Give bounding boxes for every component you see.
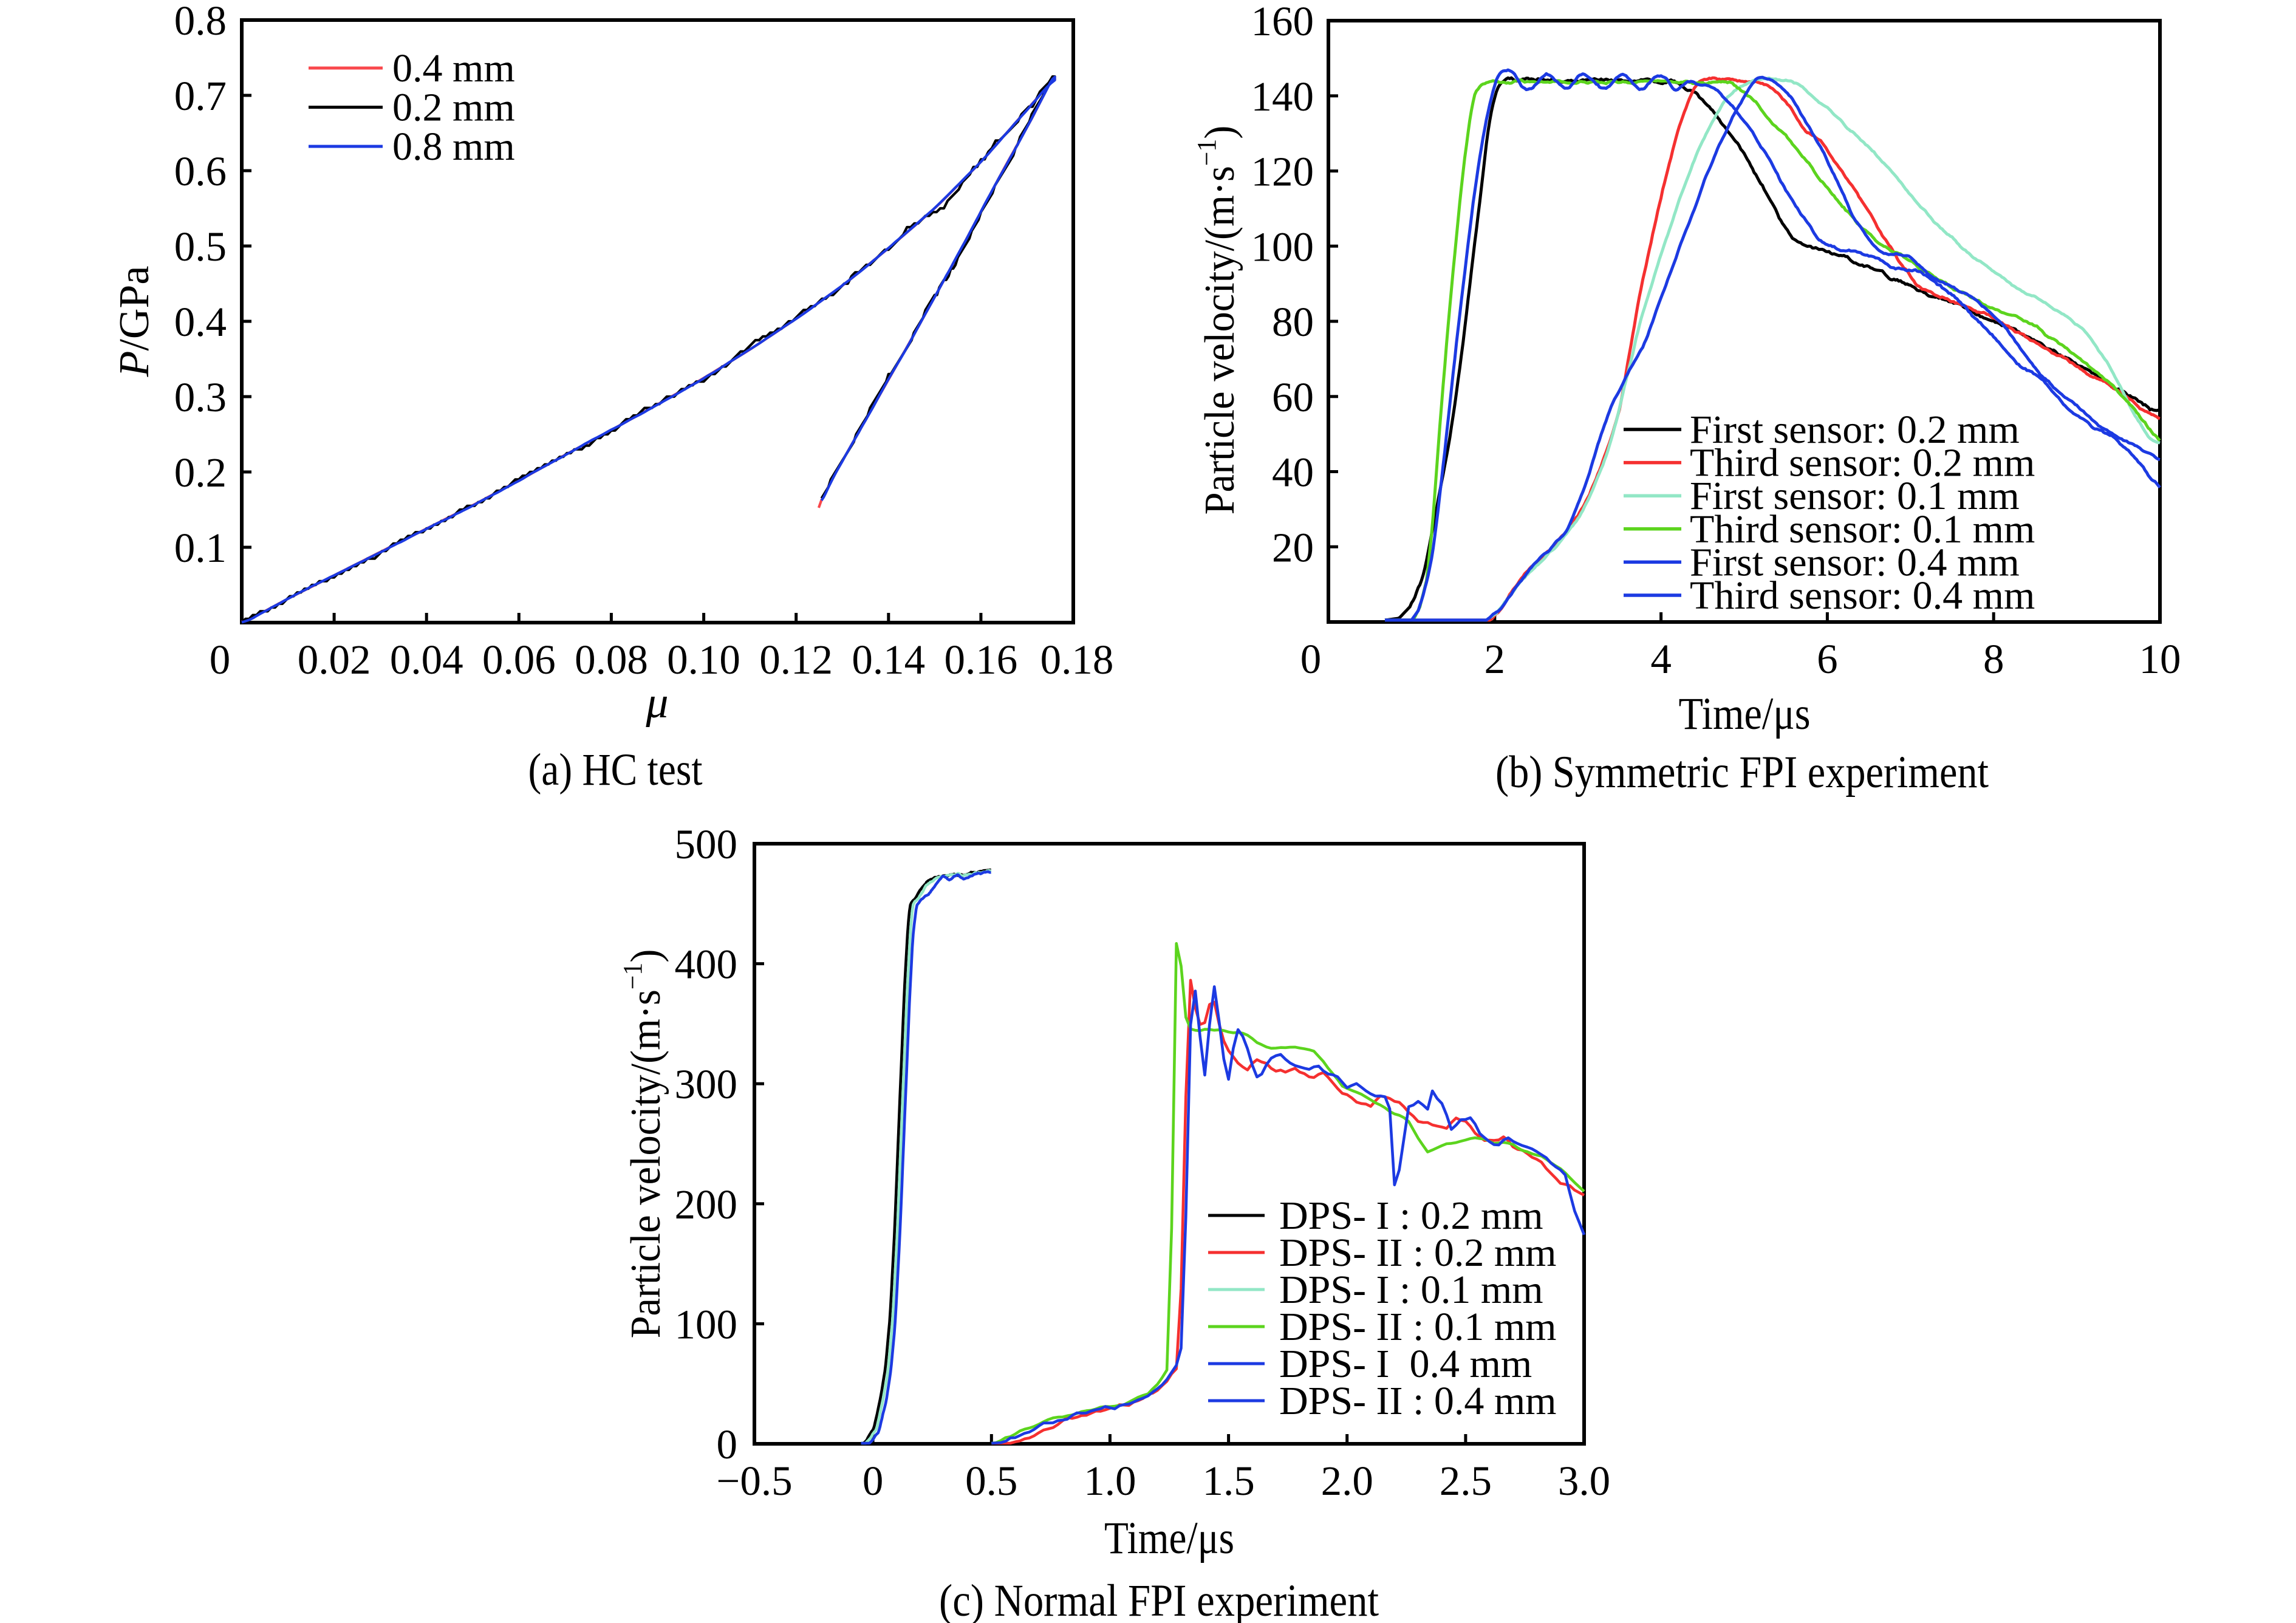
svg-text:100: 100 xyxy=(1251,224,1314,270)
svg-text:0.06: 0.06 xyxy=(482,637,556,683)
svg-text:0.10: 0.10 xyxy=(667,637,740,683)
svg-text:Particle velocity/(m·s−1): Particle velocity/(m·s−1) xyxy=(1192,126,1243,515)
svg-text:0: 0 xyxy=(717,1421,738,1468)
svg-text:140: 140 xyxy=(1251,73,1314,120)
svg-text:0.5: 0.5 xyxy=(965,1458,1017,1504)
svg-text:80: 80 xyxy=(1272,299,1314,345)
svg-text:1.0: 1.0 xyxy=(1084,1458,1136,1504)
svg-text:500: 500 xyxy=(675,821,738,867)
svg-text:1.5: 1.5 xyxy=(1202,1458,1254,1504)
svg-text:DPS- II : 0.4 mm: DPS- II : 0.4 mm xyxy=(1279,1379,1557,1423)
svg-text:300: 300 xyxy=(675,1061,738,1107)
svg-text:μ: μ xyxy=(645,678,668,728)
svg-text:DPS- I : 0.1 mm: DPS- I : 0.1 mm xyxy=(1279,1268,1543,1312)
svg-text:DPS- II : 0.1 mm: DPS- II : 0.1 mm xyxy=(1279,1305,1557,1349)
svg-text:100: 100 xyxy=(675,1301,738,1347)
svg-text:0.5: 0.5 xyxy=(174,224,227,270)
svg-text:0.3: 0.3 xyxy=(174,374,227,420)
svg-text:0.08: 0.08 xyxy=(575,637,648,683)
svg-text:0.14: 0.14 xyxy=(852,637,925,683)
svg-text:2.5: 2.5 xyxy=(1440,1458,1492,1504)
svg-text:0.4 mm: 0.4 mm xyxy=(392,46,515,91)
svg-text:Third sensor: 0.2 mm: Third sensor: 0.2 mm xyxy=(1690,441,2035,485)
svg-text:Third sensor: 0.1 mm: Third sensor: 0.1 mm xyxy=(1690,507,2035,552)
svg-text:P/GPa: P/GPa xyxy=(111,266,158,378)
svg-text:First sensor: 0.2 mm: First sensor: 0.2 mm xyxy=(1690,408,2020,452)
svg-text:2: 2 xyxy=(1485,636,1506,682)
svg-text:0: 0 xyxy=(210,637,231,683)
svg-text:0.6: 0.6 xyxy=(174,148,227,194)
svg-text:0: 0 xyxy=(863,1458,884,1504)
svg-text:0.1: 0.1 xyxy=(174,525,227,571)
svg-text:0.18: 0.18 xyxy=(1040,637,1114,683)
svg-text:DPS- I 0.4 mm: DPS- I 0.4 mm xyxy=(1279,1342,1532,1386)
svg-text:0.12: 0.12 xyxy=(759,637,833,683)
svg-text:(a) HC test: (a) HC test xyxy=(528,745,703,795)
svg-text:Time/μs: Time/μs xyxy=(1679,689,1811,739)
svg-text:Particle velocity/(m·s−1): Particle velocity/(m·s−1) xyxy=(618,949,669,1339)
svg-text:Time/μs: Time/μs xyxy=(1104,1513,1234,1563)
svg-text:8: 8 xyxy=(1983,636,2004,682)
svg-text:120: 120 xyxy=(1251,149,1314,195)
svg-text:DPS- I : 0.2 mm: DPS- I : 0.2 mm xyxy=(1279,1194,1543,1238)
svg-text:160: 160 xyxy=(1251,0,1314,44)
svg-text:First sensor: 0.4 mm: First sensor: 0.4 mm xyxy=(1690,540,2020,584)
svg-text:0.2 mm: 0.2 mm xyxy=(392,86,515,130)
svg-text:0: 0 xyxy=(1300,636,1322,682)
svg-text:3.0: 3.0 xyxy=(1558,1458,1610,1504)
svg-text:2.0: 2.0 xyxy=(1321,1458,1373,1504)
svg-text:−0.5: −0.5 xyxy=(716,1458,792,1504)
svg-text:(c) Normal FPI experiment: (c) Normal FPI experiment xyxy=(939,1576,1379,1623)
svg-text:0.02: 0.02 xyxy=(298,637,371,683)
svg-text:0.7: 0.7 xyxy=(174,73,227,119)
svg-text:0.04: 0.04 xyxy=(390,637,463,683)
svg-text:(b) Symmetric FPI experiment: (b) Symmetric FPI experiment xyxy=(1495,747,1989,798)
svg-text:6: 6 xyxy=(1817,636,1838,682)
svg-text:0.8: 0.8 xyxy=(174,0,227,44)
svg-text:0.16: 0.16 xyxy=(945,637,1018,683)
svg-text:DPS- II : 0.2 mm: DPS- II : 0.2 mm xyxy=(1279,1231,1557,1275)
svg-text:40: 40 xyxy=(1272,449,1314,496)
svg-text:0.2: 0.2 xyxy=(174,449,227,496)
svg-text:10: 10 xyxy=(2139,636,2181,682)
svg-text:200: 200 xyxy=(675,1181,738,1228)
svg-text:20: 20 xyxy=(1272,524,1314,570)
svg-text:0.4: 0.4 xyxy=(174,299,227,345)
svg-text:First sensor: 0.1 mm: First sensor: 0.1 mm xyxy=(1690,474,2020,518)
svg-text:0.8 mm: 0.8 mm xyxy=(392,125,515,169)
svg-text:60: 60 xyxy=(1272,374,1314,420)
svg-text:400: 400 xyxy=(675,941,738,988)
svg-text:Third sensor: 0.4 mm: Third sensor: 0.4 mm xyxy=(1690,573,2035,618)
svg-text:4: 4 xyxy=(1650,636,1672,682)
